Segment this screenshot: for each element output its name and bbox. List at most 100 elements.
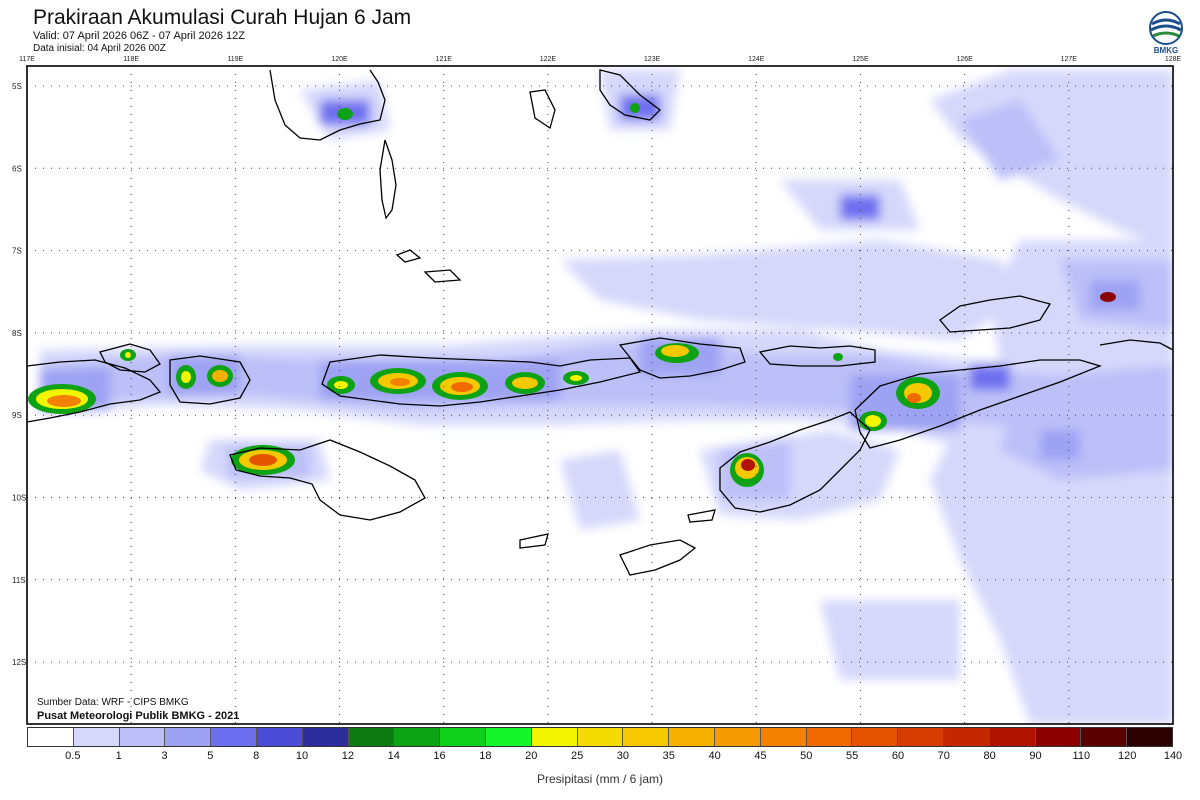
longitude-label: 128E [1165,56,1182,63]
legend-swatch [852,728,899,746]
timor-east-coast [854,359,1102,449]
babar-coast [1099,339,1174,351]
longitude-label: 117E [19,56,35,63]
legend-swatch [1127,728,1172,746]
latitude-label: 10S [12,494,26,503]
bmkg-logo-icon [1149,11,1183,45]
rainfall-map: 117E 118E 119E 120E 121E 122E 123E 124E 125E 126E… [12,56,1182,725]
legend-label: 3 [161,750,168,762]
legend-swatch [989,728,1036,746]
legend-label: 0.5 [65,750,81,762]
selayar-coast [379,139,397,220]
legend-swatch [73,728,120,746]
legend-swatch [256,728,303,746]
timor-west-coast [719,411,871,513]
rain-area [820,600,960,680]
tanahjampea-coast [395,249,422,263]
legend-swatch [623,728,670,746]
longitude-label: 125E [852,56,869,63]
longitude-label: 123E [644,56,661,63]
latitude-label: 8S [12,329,22,338]
legend-label: 50 [800,750,813,762]
precipitation-legend [27,727,1173,747]
lombok-coast [26,359,162,423]
damar-coast [939,295,1052,333]
convective-cores [28,103,1116,487]
longitude-label: 126E [956,56,973,63]
longitude-label: 121E [436,56,453,63]
sulawesi-south-coast [269,69,386,141]
buton-coast [529,89,556,130]
flores-coast [321,354,642,407]
legend-swatch [394,728,441,746]
legend-swatch [1035,728,1082,746]
rain-core [390,378,410,386]
legend-label: 140 [1163,750,1183,762]
rain-core [865,415,881,427]
rain-core [249,454,277,466]
latitude-label: 6S [12,164,22,173]
coastlines [26,69,1174,576]
rain-core [833,353,843,361]
longitude-label: 120E [331,56,348,63]
latitude-label: 12S [12,658,26,667]
rain-area [840,195,880,220]
legend-swatch [806,728,853,746]
rote-coast [619,539,697,576]
legend-label: 16 [433,750,446,762]
longitude-label: 118E [123,56,139,63]
rain-core [47,395,81,407]
legend-swatch [440,728,486,746]
longitude-label: 127E [1061,56,1078,63]
bmkg-logo-text: BMKG [1153,46,1179,55]
legend-label: 20 [525,750,538,762]
rain-core [512,377,538,389]
rain-core [661,345,689,357]
legend-swatch [577,728,624,746]
legend-label: 35 [662,750,675,762]
legend-swatch [898,728,944,746]
legend-label: 10 [295,750,309,762]
legend-swatch [760,728,807,746]
rain-area [1040,430,1080,460]
rain-core [451,382,473,392]
legend-label: 80 [983,750,996,762]
legend-swatch [211,728,257,746]
legend-swatch [943,728,990,746]
rain-area [970,365,1010,390]
legend-swatch [348,728,395,746]
rain-area [960,100,1060,180]
map-title: Prakiraan Akumulasi Curah Hujan 6 Jam [33,6,412,29]
kalao-coast [423,269,462,283]
wetar-coast [758,345,876,367]
sumbawa-east-coast [169,355,251,405]
rain-area [560,450,640,530]
legend-label: 40 [708,750,721,762]
legend-label: 25 [570,750,584,762]
rain-core [741,459,755,471]
precipitation-layer [28,70,1173,724]
rain-core [212,370,228,382]
legend-swatch [302,728,349,746]
valid-time: Valid: 07 April 2026 06Z - 07 April 2026… [33,30,245,42]
legend-swatch [165,728,212,746]
legend-label: 30 [616,750,630,762]
longitude-label: 119E [227,56,243,63]
legend-label: 1 [115,750,122,762]
latitude-label: 9S [12,411,22,420]
rain-core [334,381,348,389]
legend-label: 14 [387,750,400,762]
rain-core [907,393,921,403]
rain-core [1100,292,1116,302]
legend-label: 120 [1117,750,1137,762]
legend-label: 55 [845,750,859,762]
legend-swatch [531,728,578,746]
rain-core [337,108,353,120]
semau-coast [687,509,716,523]
legend-label: 8 [253,750,260,762]
rain-area [620,95,660,120]
latitude-labels: 5S 6S 7S 8S 9S 10S 11S 12S [12,82,26,667]
legend-label: 90 [1029,750,1042,762]
legend-label: 70 [937,750,950,762]
legend-label: 110 [1072,750,1091,762]
